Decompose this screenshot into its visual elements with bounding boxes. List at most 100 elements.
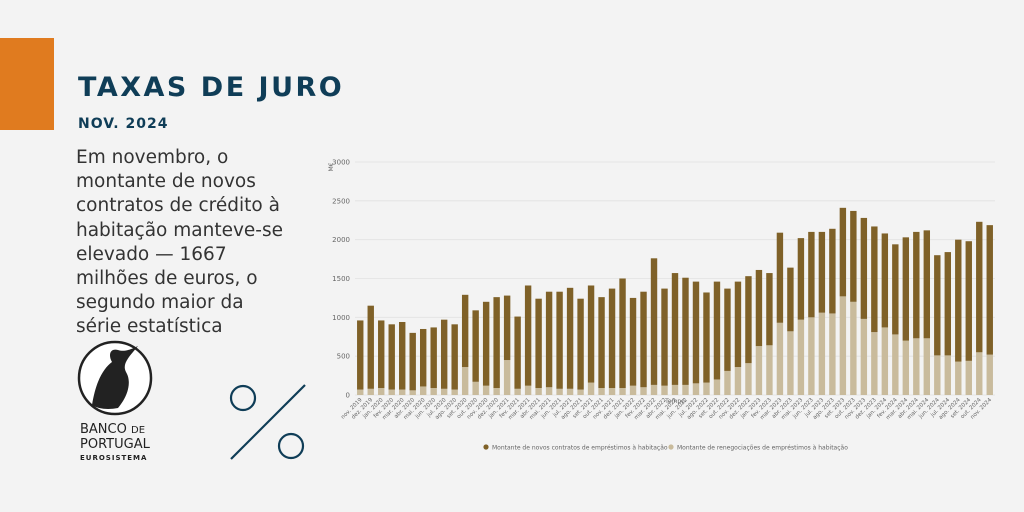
bar-segment [818,231,826,313]
percent-dot [229,384,257,412]
bar-segment [451,324,458,390]
bar-segment [388,389,395,395]
logo-figure [92,346,138,409]
bar-segment [367,305,374,389]
bar-segment [755,269,763,347]
bar-segment [734,367,742,395]
bar-segment [944,355,951,395]
text-line: elevado — 1667 [76,243,227,265]
bar-segment [524,285,532,386]
bar-segment [724,288,731,371]
bar-segment [650,384,658,395]
percent-dot [277,432,305,460]
bar-segment [357,389,364,395]
text-line: montante de novos [76,171,256,193]
bar-segment [650,258,658,385]
bar-segment [629,297,637,386]
bar-segment [451,389,458,395]
date: NOV. 2024 [78,116,169,132]
bar-segment [598,297,605,389]
bar-segment [787,267,794,332]
text-line: milhões de euros, o [76,268,258,290]
bar-segment [692,383,700,395]
bar-segment [892,334,899,395]
legend-swatch [483,444,489,450]
bar-segment [808,231,815,318]
y-tick-label: 3000 [332,159,350,167]
bar-segment [440,388,448,395]
bar-segment [745,363,752,395]
bar-segment [545,387,553,395]
bar-segment [734,281,742,368]
bar-segment [640,387,647,395]
bar-segment [535,298,542,389]
bar-segment [713,281,721,380]
bar-segment [923,230,931,339]
bar-segment [619,278,626,389]
bar-segment [776,232,784,323]
bar-segment [944,252,951,356]
bar-segment [472,310,479,382]
bar-segment [545,291,553,388]
bar-segment [419,328,427,387]
bar-segment [409,390,416,395]
bar-segment [629,385,637,395]
bar-segment [566,287,574,389]
bar-segment [388,324,395,390]
logo-text: BANCO DE [80,422,145,437]
bar-segment [608,288,616,389]
y-tick-label: 2000 [332,236,350,244]
bar-segment [808,317,815,395]
bar-segment [713,379,721,395]
bar-segment [482,301,490,386]
bar-segment [503,360,511,395]
bar-segment [493,388,500,395]
bar-segment [850,210,857,302]
bar-segment [881,233,889,328]
bar-segment [367,388,374,395]
bar-segment [902,237,910,341]
bar-segment [399,321,406,390]
bar-segment [766,345,773,395]
bar-segment [556,388,563,395]
bar-segment [955,361,962,395]
bar-segment [587,285,595,383]
legend-label: Montante de renegociações de empréstimos… [677,445,848,452]
bar-segment [671,273,679,385]
bar-segment [682,384,689,395]
bar-segment [577,298,584,390]
bar-segment [776,322,784,395]
bar-segment [440,319,448,389]
accent-bar [0,38,54,130]
bar-segment [378,388,385,395]
text-line: contratos de crédito à [76,195,280,217]
bar-segment [461,294,469,368]
y-tick-label: 2500 [332,197,350,205]
legend-label: Montante de novos contratos de empréstim… [492,445,668,452]
bar-segment [745,276,752,364]
bar-segment [399,389,406,395]
bar-segment [818,312,826,395]
bar-segment [378,320,385,389]
title: TAXAS DE JURO [78,72,345,103]
bar-segment [871,226,878,333]
bar-segment [829,228,836,314]
logo-text-1b: DE [131,425,145,436]
bar-segment [682,277,689,385]
text-line: Em novembro, o [76,147,229,168]
bar-segment [671,384,679,395]
bar-segment [503,295,511,361]
bar-segment [913,338,920,395]
text-line: segundo maior da [76,292,244,314]
bar-segment [860,318,868,395]
bar-segment [986,354,993,395]
bar-segment [608,388,616,395]
bar-segment [430,327,437,389]
bar-segment [829,313,836,395]
bar-segment [619,388,626,395]
bar-segment [703,292,710,383]
logo-text-2: PORTUGAL [80,437,151,452]
bar-segment [598,388,605,395]
percent-slash [230,384,306,460]
